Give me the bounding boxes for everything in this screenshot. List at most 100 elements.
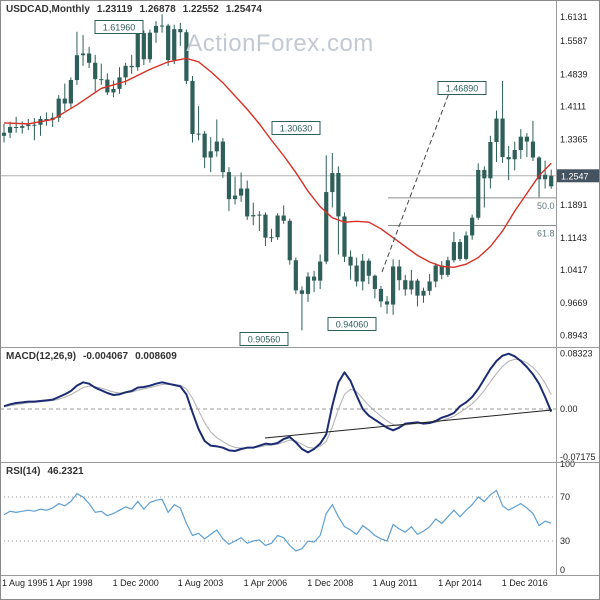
macd-signal-value: 0.008609 — [135, 351, 177, 362]
ohlc-low: 1.22552 — [182, 4, 219, 15]
candle-body — [135, 33, 140, 68]
x-axis-label: 1 Aug 2003 — [178, 578, 224, 588]
macd-trendline — [264, 409, 553, 439]
symbol-timeframe-label: USDCAD,Monthly — [6, 4, 90, 15]
rsi-axis-label: 100 — [560, 459, 575, 469]
candle-body — [433, 265, 438, 282]
candle-body — [202, 133, 207, 158]
rsi-name-label: RSI(14) — [6, 466, 41, 477]
candle-body — [196, 133, 201, 135]
x-axis-label: 1 Apr 2006 — [244, 578, 288, 588]
candle-body — [141, 33, 146, 60]
actionforex-watermark: ActionForex.com — [186, 30, 374, 57]
candle-body — [287, 220, 292, 261]
candle-body — [518, 136, 523, 150]
candle-body — [463, 235, 469, 259]
candle-body — [530, 141, 536, 158]
candle-body — [500, 118, 505, 158]
candle-body — [232, 195, 238, 200]
candle-body — [68, 80, 73, 104]
candle-body — [80, 53, 86, 56]
candle-body — [348, 256, 353, 266]
candle-body — [293, 260, 298, 291]
candle-body — [457, 242, 463, 259]
macd-main-value: -0.004067 — [83, 351, 129, 362]
candle-body — [111, 88, 116, 93]
candle-body — [330, 173, 335, 193]
candle-body — [421, 290, 426, 296]
candle-body — [397, 266, 402, 281]
candle-body — [409, 280, 414, 290]
rsi-axis-label: 30 — [560, 536, 570, 546]
candle-body — [415, 280, 420, 296]
price-axis-label: 1.4839 — [560, 69, 588, 79]
macd-axis-label: 0.00 — [560, 404, 578, 414]
candle-body — [378, 289, 384, 302]
price-axis-label: 1.4111 — [560, 102, 586, 112]
candle-body — [336, 173, 341, 217]
candle-body — [427, 281, 432, 291]
rsi-line — [3, 489, 552, 552]
candle-body — [239, 188, 244, 196]
candle-body — [93, 62, 98, 80]
candle-body — [482, 169, 487, 179]
moving-average-line — [3, 57, 552, 269]
candle-body — [159, 25, 165, 27]
candle-body — [251, 215, 256, 217]
macd-main-line — [3, 352, 553, 454]
ohlc-close: 1.25474 — [225, 4, 262, 15]
ohlc-open: 1.23119 — [96, 4, 133, 15]
x-axis-label: 1 Dec 2000 — [113, 578, 159, 588]
candle-body — [257, 214, 262, 216]
candle-body — [524, 136, 529, 142]
x-axis-label: 1 Dec 2016 — [502, 578, 548, 588]
price-axis-label: 1.3365 — [560, 135, 588, 145]
candle-body — [536, 157, 542, 180]
candle-body — [147, 32, 153, 60]
candle-body — [439, 265, 444, 275]
ohlc-high: 1.26878 — [139, 4, 176, 15]
fib-level-label: 61.8 — [537, 229, 555, 239]
candle-body — [470, 217, 475, 236]
candle-body — [488, 142, 493, 179]
x-axis-label: 1 Dec 2008 — [307, 578, 353, 588]
candle-body — [166, 25, 171, 61]
candle-body — [281, 215, 286, 221]
candle-body — [384, 301, 390, 305]
candle-body — [184, 32, 189, 81]
candle-body — [178, 29, 183, 33]
candle-body — [360, 260, 365, 282]
candle-body — [56, 98, 61, 118]
price-axis-label: 1.5587 — [560, 36, 588, 46]
candle-body — [543, 174, 548, 180]
candle-body — [62, 98, 67, 104]
candle-body — [372, 275, 377, 290]
price-annotation-box — [327, 317, 377, 331]
price-axis-label: 1.6131 — [560, 12, 588, 22]
candle-body — [129, 65, 134, 68]
candle-body — [208, 151, 213, 158]
price-axis-label: 0.9669 — [560, 298, 588, 308]
fib-level-label: 50.0 — [537, 201, 555, 211]
candle-body — [14, 126, 19, 128]
candle-body — [26, 124, 31, 127]
price-annotation-box — [94, 20, 144, 34]
candle-body — [172, 29, 177, 61]
price-axis-label: 1.0417 — [560, 265, 588, 275]
rsi-axis-label: 0 — [560, 565, 565, 575]
candle-body — [299, 290, 305, 294]
candle-body — [1, 132, 7, 136]
x-axis-label: 1 Aug 2011 — [373, 578, 418, 588]
candle-body — [87, 53, 92, 63]
candle-body — [311, 276, 317, 281]
price-annotation-label: 1.30630 — [280, 124, 313, 134]
candle-body — [74, 55, 80, 81]
price-axis-label: 1.1891 — [560, 200, 588, 210]
candle-body — [366, 260, 371, 276]
macd-axis-label: 0.08323 — [560, 349, 593, 359]
macd-axis-label: -0.07175 — [560, 452, 596, 462]
x-axis-label: 1 Aug 1995 — [2, 578, 48, 588]
candle-body — [275, 215, 280, 238]
candle-body — [220, 141, 225, 173]
